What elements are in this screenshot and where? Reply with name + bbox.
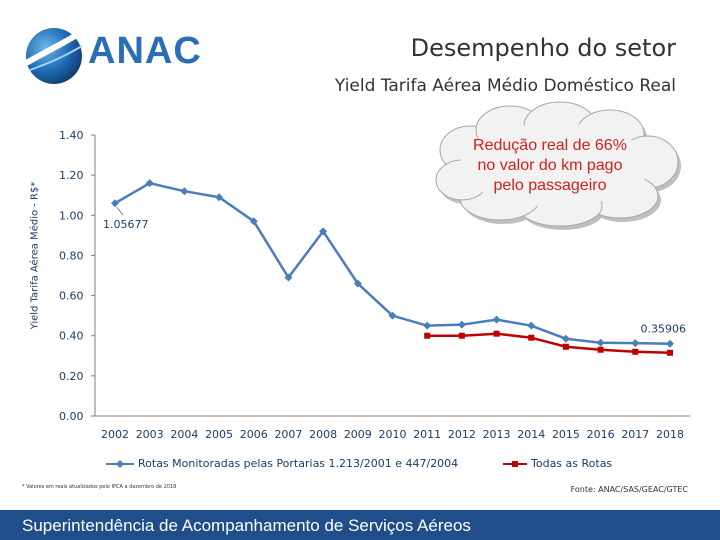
series-line-2 [427,332,671,355]
x-tick-label: 2013 [483,428,511,441]
x-tick-label: 2003 [136,428,164,441]
x-tick-label: 2004 [170,428,198,441]
callout-line-2: no valor do km pago [477,157,623,174]
series-point-1 [215,193,224,202]
x-tick-label: 2005 [205,428,233,441]
series-point-1 [111,199,119,208]
logo-text: ANAC [88,30,202,72]
series-point-1 [631,339,640,348]
footer-text: Superintendência de Acompanhamento de Se… [22,516,471,535]
series-point-2 [667,349,673,356]
x-tick-label: 2014 [517,428,545,441]
x-tick-label: 2008 [309,428,337,441]
data-label-leader [116,206,124,216]
legend-label-series-2: Todas as Rotas [531,457,613,470]
series-point-1 [249,217,258,226]
slide-title: Desempenho do setor [410,34,676,62]
series-point-1 [180,187,189,196]
series-point-2 [632,348,639,355]
x-tick-label: 2017 [621,428,649,441]
x-tick-label: 2009 [344,428,372,441]
series-point-1 [561,334,570,343]
legend-item-series-2: Todas as Rotas [503,457,612,470]
series-point-2 [458,332,465,339]
x-tick-label: 2018 [656,428,684,441]
footer-bar [0,510,720,540]
series-point-1 [319,227,328,236]
series-point-2 [424,332,431,339]
data-label: 1.05677 [103,218,149,231]
series-point-1 [145,179,154,188]
airplane-logo-icon [25,21,95,84]
legend-item-series-1: Rotas Monitoradas pelas Portarias 1.213/… [106,457,458,470]
x-tick-label: 2006 [240,428,268,441]
series-point-1 [457,320,466,329]
y-tick-label: 1.20 [59,169,84,182]
y-tick-label: 1.00 [59,209,84,222]
series-point-1 [596,338,605,347]
y-tick-label: 0.60 [59,290,84,303]
x-tick-label: 2007 [274,428,302,441]
callout-line-1: Redução real de 66% [473,137,627,154]
callout-text: Redução real de 66% no valor do km pago … [440,136,660,196]
y-tick-label: 0.20 [59,370,84,383]
series-point-2 [528,334,535,341]
callout-cloud [435,101,681,230]
legend-label-series-1: Rotas Monitoradas pelas Portarias 1.213/… [138,457,459,470]
source-note: Fonte: ANAC/SAS/GEAC/GTEC [570,485,688,494]
data-label: 0.35906 [641,323,687,336]
series-point-1 [284,273,293,282]
y-tick-label: 0.00 [59,410,84,423]
legend-swatch-series-2 [503,461,527,467]
y-tick-label: 0.40 [59,330,84,343]
series-point-1 [492,315,501,324]
series-point-1 [388,311,397,320]
x-tick-label: 2015 [552,428,580,441]
x-tick-label: 2016 [587,428,615,441]
callout-line-3: pelo passageiro [493,177,607,194]
series-point-1 [353,279,362,288]
y-tick-label: 0.80 [59,249,84,262]
x-tick-label: 2012 [448,428,476,441]
series-point-2 [597,346,604,353]
y-tick-label: 1.40 [59,129,84,142]
series-point-2 [562,343,569,350]
series-point-1 [527,321,536,330]
footnote: * Valores em reais atualizados pelo IPCA… [22,484,177,490]
legend-swatch-series-1 [106,460,134,468]
series-point-1 [423,321,432,330]
x-tick-label: 2002 [101,428,129,441]
chart-title: Yield Tarifa Aérea Médio Doméstico Real [334,76,676,96]
x-tick-label: 2010 [379,428,407,441]
x-tick-label: 2011 [413,428,441,441]
series-point-1 [666,339,674,348]
series-point-2 [493,330,500,337]
